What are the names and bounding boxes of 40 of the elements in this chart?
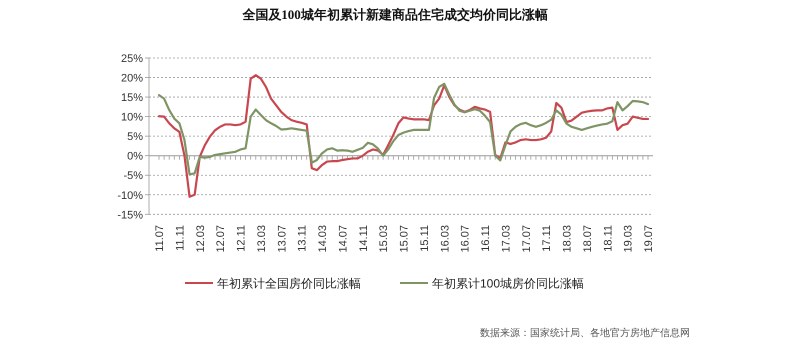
x-tick-label: 18.03 [562, 225, 574, 253]
x-tick-label: 18.11 [602, 225, 614, 252]
x-tick-label: 18.07 [582, 225, 594, 253]
y-tick-label: -5% [123, 170, 144, 182]
x-tick-label: 15.07 [398, 225, 410, 253]
x-tick-label: 13.03 [256, 225, 268, 253]
x-tick-label: 19.07 [643, 225, 655, 253]
x-tick-label: 16.03 [439, 225, 452, 253]
chart-title: 全国及100城年初累计新建商品住宅成交均价同比涨幅 [241, 7, 548, 22]
legend-label: 年初累计100城房价同比涨幅 [432, 276, 584, 290]
x-tick-label: 11.07 [154, 225, 166, 252]
source-note: 数据来源：国家统计局、各地官方房地产信息网 [480, 327, 690, 339]
x-tick-label: 17.07 [520, 225, 533, 253]
x-tick-label: 17.11 [541, 225, 554, 252]
y-tick-label: 20% [120, 72, 144, 85]
x-tick-label: 16.07 [460, 225, 472, 253]
y-tick-label: 15% [120, 92, 144, 104]
x-tick-label: 12.03 [194, 225, 207, 253]
x-tick-label: 13.11 [296, 225, 309, 252]
x-tick-label: 11.11 [174, 225, 186, 251]
y-tick-label: 5% [127, 131, 144, 144]
x-tick-label: 17.03 [500, 225, 512, 253]
y-tick-label: 25% [120, 53, 144, 65]
x-tick-label: 15.03 [378, 225, 390, 253]
x-tick-label: 14.11 [358, 225, 370, 252]
legend-label: 年初累计全国房价同比涨幅 [217, 276, 361, 290]
y-tick-label: 10% [120, 112, 144, 124]
x-tick-label: 12.11 [236, 225, 248, 252]
x-tick-label: 12.07 [215, 225, 228, 253]
x-tick-label: 16.11 [480, 225, 492, 252]
y-tick-label: 0% [127, 150, 144, 163]
x-tick-label: 13.07 [276, 225, 288, 253]
line-series [158, 74, 650, 198]
x-tick-label: 15.11 [418, 225, 431, 252]
y-tick-label: -15% [117, 209, 144, 222]
x-tick-label: 14.07 [337, 225, 350, 253]
y-tick-label: -10% [117, 190, 144, 202]
line-series [158, 82, 650, 176]
x-tick-label: 19.03 [622, 225, 635, 253]
x-tick-label: 14.03 [317, 225, 329, 253]
